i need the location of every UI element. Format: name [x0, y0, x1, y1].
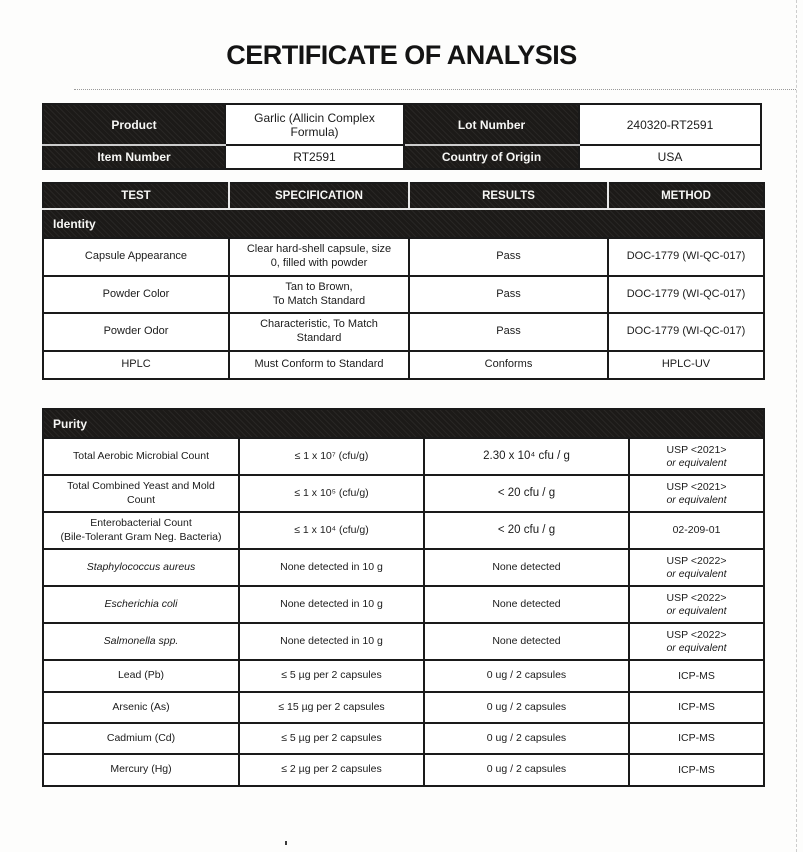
- table-row: Powder Color Tan to Brown, To Match Stan…: [42, 275, 765, 314]
- table-row: Staphylococcus aureus None detected in 1…: [42, 548, 766, 587]
- method-value: DOC-1779 (WI-QC-017): [607, 312, 765, 352]
- test-name: Total Combined Yeast and Mold Count: [42, 474, 240, 513]
- method-value: 02-209-01: [627, 511, 766, 550]
- test-name: Cadmium (Cd): [42, 722, 240, 755]
- spec-value: None detected in 10 g: [238, 622, 425, 661]
- result-value: Pass: [408, 275, 609, 314]
- method-value: USP <2022> or equivalent: [627, 585, 766, 624]
- item-number-value: RT2591: [224, 144, 405, 170]
- result-value: 0 ug / 2 capsules: [423, 753, 630, 787]
- spec-value: ≤ 5 µg per 2 capsules: [238, 722, 425, 755]
- test-name: Escherichia coli: [42, 585, 240, 624]
- table-row: Mercury (Hg) ≤ 2 µg per 2 capsules 0 ug …: [42, 753, 766, 787]
- section-header-identity: Identity: [42, 208, 765, 239]
- result-value: None detected: [423, 548, 630, 587]
- result-value: Conforms: [408, 350, 609, 380]
- result-value: None detected: [423, 585, 630, 624]
- test-name: Salmonella spp.: [42, 622, 240, 661]
- result-value: 0 ug / 2 capsules: [423, 691, 630, 724]
- table-row: Arsenic (As) ≤ 15 µg per 2 capsules 0 ug…: [42, 691, 766, 724]
- method-value: USP <2022> or equivalent: [627, 548, 766, 587]
- test-name: Arsenic (As): [42, 691, 240, 724]
- table-row: Escherichia coli None detected in 10 g N…: [42, 585, 766, 624]
- method-value: HPLC-UV: [607, 350, 765, 380]
- result-value: None detected: [423, 622, 630, 661]
- test-name: Mercury (Hg): [42, 753, 240, 787]
- spec-value: Tan to Brown, To Match Standard: [228, 275, 410, 314]
- test-name: Powder Odor: [42, 312, 230, 352]
- method-value: DOC-1779 (WI-QC-017): [607, 237, 765, 277]
- table-row: Total Aerobic Microbial Count ≤ 1 x 10⁷ …: [42, 437, 766, 476]
- spec-value: ≤ 5 µg per 2 capsules: [238, 659, 425, 693]
- product-value: Garlic (Allicin Complex Formula): [224, 103, 405, 146]
- table-row: Salmonella spp. None detected in 10 g No…: [42, 622, 766, 661]
- column-header-results: RESULTS: [408, 182, 609, 210]
- spec-value: ≤ 2 µg per 2 capsules: [238, 753, 425, 787]
- method-value: USP <2022> or equivalent: [627, 622, 766, 661]
- result-value: < 20 cfu / g: [423, 474, 630, 513]
- result-value: < 20 cfu / g: [423, 511, 630, 550]
- table-row: Lead (Pb) ≤ 5 µg per 2 capsules 0 ug / 2…: [42, 659, 766, 693]
- column-header-method: METHOD: [607, 182, 765, 210]
- test-name: Lead (Pb): [42, 659, 240, 693]
- page-title: CERTIFICATE OF ANALYSIS: [226, 40, 577, 70]
- table-row: HPLC Must Conform to Standard Conforms H…: [42, 350, 765, 380]
- item-number-label: Item Number: [42, 144, 226, 170]
- country-of-origin-label: Country of Origin: [403, 144, 580, 170]
- table-row: Capsule Appearance Clear hard-shell caps…: [42, 237, 765, 277]
- scan-edge-artifact: [796, 0, 797, 852]
- spec-value: Must Conform to Standard: [228, 350, 410, 380]
- lot-number-value: 240320-RT2591: [578, 103, 762, 146]
- spec-value: ≤ 1 x 10⁴ (cfu/g): [238, 511, 425, 550]
- result-value: 0 ug / 2 capsules: [423, 659, 630, 693]
- result-value: 0 ug / 2 capsules: [423, 722, 630, 755]
- column-header-test: TEST: [42, 182, 230, 210]
- test-name: Capsule Appearance: [42, 237, 230, 277]
- table-row: Cadmium (Cd) ≤ 5 µg per 2 capsules 0 ug …: [42, 722, 766, 755]
- purity-table: Purity Total Aerobic Microbial Count ≤ 1…: [41, 408, 766, 787]
- method-value: DOC-1779 (WI-QC-017): [607, 275, 765, 314]
- identity-table: TEST SPECIFICATION RESULTS METHOD Identi…: [42, 182, 765, 380]
- method-value: ICP-MS: [627, 691, 766, 724]
- lot-number-label: Lot Number: [403, 103, 580, 146]
- spec-value: Characteristic, To Match Standard: [228, 312, 410, 352]
- title-separator-line: [74, 89, 796, 90]
- method-value: USP <2021> or equivalent: [627, 437, 766, 476]
- test-name: Enterobacterial Count (Bile-Tolerant Gra…: [42, 511, 240, 550]
- result-value: 2.30 x 10⁴ cfu / g: [423, 437, 630, 476]
- result-value: Pass: [408, 237, 609, 277]
- method-value: ICP-MS: [627, 722, 766, 755]
- test-name: Powder Color: [42, 275, 230, 314]
- spec-value: ≤ 1 x 10⁷ (cfu/g): [238, 437, 425, 476]
- product-label: Product: [42, 103, 226, 146]
- spec-value: None detected in 10 g: [238, 585, 425, 624]
- country-of-origin-value: USA: [578, 144, 762, 170]
- spec-value: ≤ 1 x 10⁵ (cfu/g): [238, 474, 425, 513]
- test-name: Staphylococcus aureus: [42, 548, 240, 587]
- table-row: Enterobacterial Count (Bile-Tolerant Gra…: [42, 511, 766, 550]
- method-value: USP <2021> or equivalent: [627, 474, 766, 513]
- result-value: Pass: [408, 312, 609, 352]
- spec-value: None detected in 10 g: [238, 548, 425, 587]
- method-value: ICP-MS: [627, 659, 766, 693]
- table-row: Total Combined Yeast and Mold Count ≤ 1 …: [42, 474, 766, 513]
- section-header-purity: Purity: [41, 408, 766, 439]
- spec-value: Clear hard-shell capsule, size 0, filled…: [228, 237, 410, 277]
- column-header-specification: SPECIFICATION: [228, 182, 410, 210]
- test-name: Total Aerobic Microbial Count: [42, 437, 240, 476]
- scan-speck-artifact: [285, 841, 287, 845]
- method-value: ICP-MS: [627, 753, 766, 787]
- product-info-table: Product Garlic (Allicin Complex Formula)…: [42, 103, 762, 170]
- spec-value: ≤ 15 µg per 2 capsules: [238, 691, 425, 724]
- test-name: HPLC: [42, 350, 230, 380]
- table-row: Powder Odor Characteristic, To Match Sta…: [42, 312, 765, 352]
